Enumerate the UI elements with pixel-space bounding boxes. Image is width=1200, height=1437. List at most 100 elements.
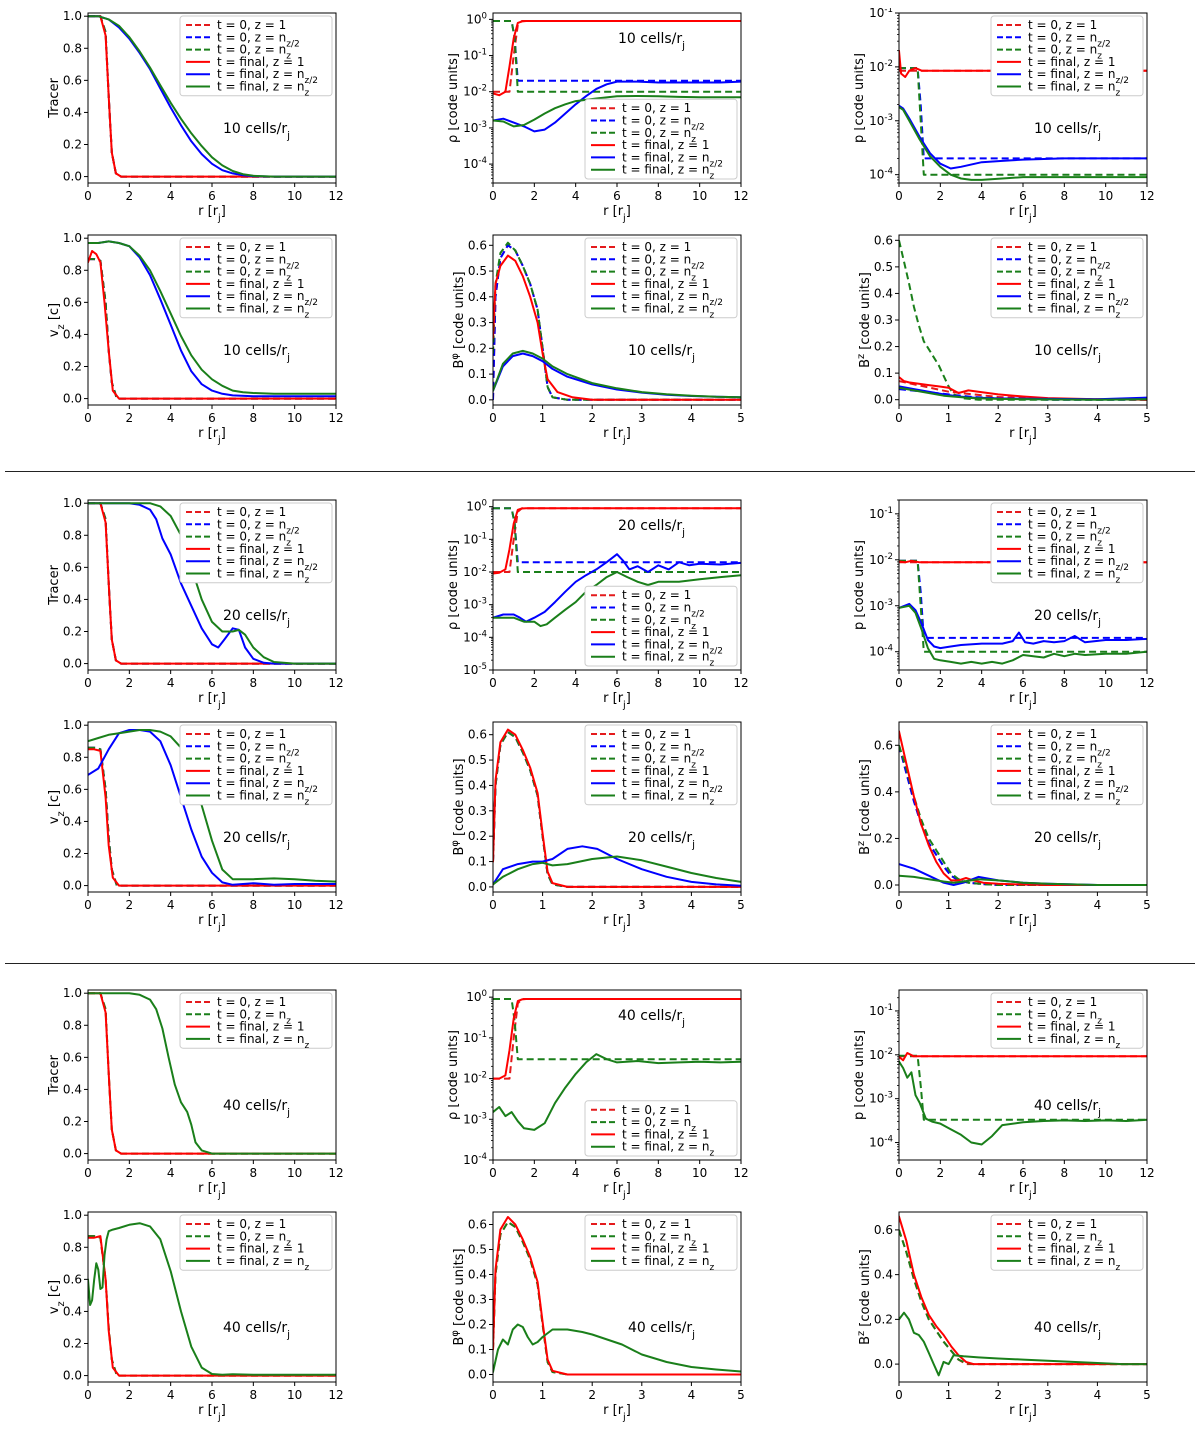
legend-label: t = final, z = nz xyxy=(1028,567,1120,586)
x-axis-label: r [rj] xyxy=(1009,1403,1037,1423)
x-tick-label: 3 xyxy=(1044,898,1052,912)
x-tick-label: 2 xyxy=(126,898,134,912)
legend-label: t = 0, z = nz/2 xyxy=(1028,252,1111,271)
y-tick-label: 10-2 xyxy=(869,1047,893,1062)
legend-label: t = 0, z = nz/2 xyxy=(217,517,300,536)
y-tick-label: 0.2 xyxy=(63,1337,82,1351)
legend-label: t = 0, z = nz xyxy=(1028,1007,1102,1026)
legend-label: t = 0, z = 1 xyxy=(217,505,286,519)
x-axis-label: r [rj] xyxy=(198,426,226,446)
y-tick-label: 0.2 xyxy=(63,847,82,861)
y-tick-label: 1.0 xyxy=(63,9,82,23)
legend-label: t = final, z = nz xyxy=(1028,80,1120,99)
y-tick-label: 10-4 xyxy=(869,644,893,659)
x-axis-label: r [rj] xyxy=(1009,913,1037,933)
series-line xyxy=(493,998,741,1061)
x-axis-label: r [rj] xyxy=(198,1403,226,1423)
x-tick-label: 10 xyxy=(287,898,302,912)
legend: t = 0, z = 1t = 0, z = nz/2t = 0, z = nz… xyxy=(584,585,738,669)
x-tick-label: 6 xyxy=(208,411,216,425)
legend-label: t = final, z = nz/2 xyxy=(622,150,723,169)
legend-label: t = 0, z = 1 xyxy=(622,240,691,254)
legend-label: t = final, z = nz xyxy=(217,80,309,99)
x-tick-label: 10 xyxy=(1098,189,1113,203)
legend-label: t = 0, z = nz xyxy=(622,613,696,632)
x-tick-label: 0 xyxy=(489,189,497,203)
y-tick-label: 100 xyxy=(466,989,487,1004)
y-axis-label: Bφ [code units] xyxy=(450,271,468,368)
x-tick-label: 1 xyxy=(945,898,953,912)
legend: t = 0, z = 1t = 0, z = nz/2t = 0, z = nz… xyxy=(990,502,1144,586)
y-axis-label: ρ [code units] xyxy=(448,1030,461,1120)
x-axis-label: r [rj] xyxy=(603,426,631,446)
legend-label: t = 0, z = nz xyxy=(1028,752,1102,771)
series-line xyxy=(493,1323,741,1373)
x-axis-label: r [rj] xyxy=(1009,426,1037,446)
legend-box xyxy=(179,992,333,1049)
series-line xyxy=(88,502,336,665)
x-axis-label: r [rj] xyxy=(603,1181,631,1201)
y-tick-label: 10-1 xyxy=(463,48,487,63)
chart-rho40: 0 2 4 6 8 10 12 10-4 10-3 10-2 10-1 100 r [rj] ρ [cod… xyxy=(448,989,749,1201)
x-tick-label: 5 xyxy=(1143,411,1151,425)
x-tick-label: 0 xyxy=(84,676,92,690)
legend-box xyxy=(584,724,738,806)
y-axis-label: Bz [code units] xyxy=(856,1249,874,1345)
x-tick-label: 6 xyxy=(613,189,621,203)
y-tick-label: 10-3 xyxy=(463,597,487,612)
legend-label: t = final, z = nz xyxy=(217,302,309,321)
x-tick-label: 8 xyxy=(1061,1166,1069,1180)
legend-label: t = 0, z = nz xyxy=(622,265,696,284)
y-tick-label: 0.5 xyxy=(468,1243,487,1257)
y-tick-label: 0.3 xyxy=(468,804,487,818)
series-line xyxy=(88,1222,336,1376)
legend-label: t = 0, z = nz/2 xyxy=(622,601,705,620)
x-tick-label: 10 xyxy=(287,676,302,690)
y-tick-label: 100 xyxy=(466,499,487,514)
y-tick-label: 0.4 xyxy=(468,1268,487,1282)
resolution-annotation: 40 cells/rj xyxy=(618,1008,685,1029)
x-tick-label: 8 xyxy=(655,676,663,690)
legend-label: t = 0, z = 1 xyxy=(622,727,691,741)
x-axis-label: r [rj] xyxy=(1009,204,1037,224)
y-tick-label: 10-2 xyxy=(869,552,893,567)
y-tick-label: 0.2 xyxy=(63,138,82,152)
legend-label: t = final, z = nz xyxy=(217,1254,309,1273)
legend: t = 0, z = 1t = 0, z = nzt = final, z = … xyxy=(584,1214,738,1273)
series-line xyxy=(899,559,1147,564)
legend-label: t = 0, z = nz xyxy=(217,752,291,771)
x-tick-label: 10 xyxy=(692,189,707,203)
x-tick-label: 1 xyxy=(539,411,547,425)
x-tick-label: 2 xyxy=(126,1388,134,1402)
x-axis-label: r [rj] xyxy=(198,1181,226,1201)
x-tick-label: 2 xyxy=(531,1166,539,1180)
series-line xyxy=(493,998,741,1080)
y-tick-label: 10-1 xyxy=(869,506,893,521)
legend-label: t = final, z = nz xyxy=(622,789,714,808)
legend: t = 0, z = 1t = 0, z = nz/2t = 0, z = nz… xyxy=(990,724,1144,808)
legend-label: t = 0, z = nz xyxy=(217,43,291,62)
y-axis-label: ρ [code units] xyxy=(448,540,461,630)
x-tick-label: 6 xyxy=(208,676,216,690)
series-line xyxy=(493,20,741,82)
x-tick-label: 10 xyxy=(287,189,302,203)
y-tick-label: 10-3 xyxy=(869,1091,893,1106)
legend-label: t = 0, z = 1 xyxy=(622,101,691,115)
series-line xyxy=(88,992,336,1155)
series-line xyxy=(899,1052,1147,1062)
x-tick-label: 2 xyxy=(126,676,134,690)
x-tick-label: 4 xyxy=(1094,898,1102,912)
legend-label: t = 0, z = nz xyxy=(217,265,291,284)
x-tick-label: 8 xyxy=(250,1166,258,1180)
legend-label: t = final, z = 1 xyxy=(1028,1242,1116,1256)
x-tick-label: 0 xyxy=(84,1388,92,1402)
legend-box xyxy=(990,1214,1144,1271)
x-tick-label: 6 xyxy=(613,676,621,690)
legend-box xyxy=(584,237,738,319)
legend-label: t = 0, z = nz/2 xyxy=(1028,739,1111,758)
x-tick-label: 5 xyxy=(737,1388,745,1402)
y-tick-label: 1.0 xyxy=(63,1208,82,1222)
legend-label: t = final, z = nz/2 xyxy=(1028,776,1129,795)
series-line xyxy=(899,604,1147,665)
legend-box xyxy=(584,1100,738,1157)
